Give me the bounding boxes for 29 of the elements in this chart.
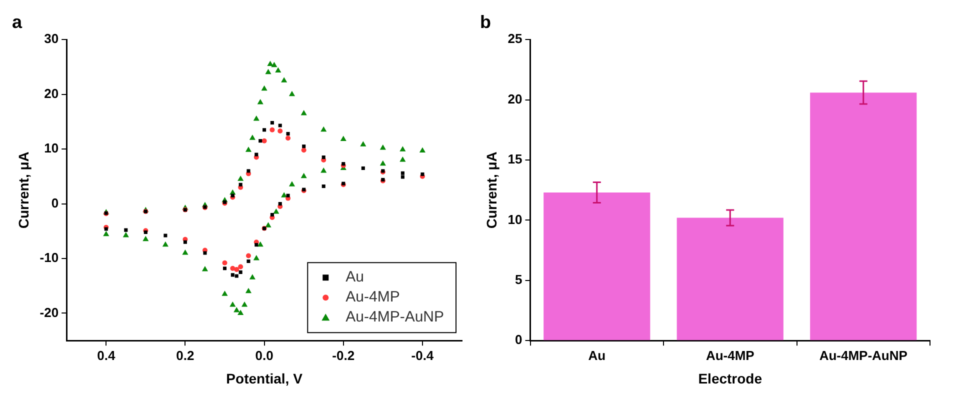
x-tick-label: Au-4MP [706,348,755,363]
y-tick-label: 5 [515,272,522,287]
y-axis-title: Current, μA [15,152,32,229]
y-axis-title: Current, μA [483,152,500,229]
chart-title: b [480,12,491,32]
x-axis-title: Potential, V [226,370,304,386]
y-tick-label: -20 [40,304,59,320]
legend-label: Au-4MP-AuNP [346,308,444,326]
y-tick-label: 15 [508,152,522,167]
legend-label: Au [346,268,364,286]
y-tick-label: -10 [40,250,59,266]
x-tick-label: Au [588,348,606,363]
y-tick-label: 10 [508,212,522,227]
x-tick-label: Au-4MP-AuNP [819,348,908,363]
x-tick-label: -0.2 [332,348,355,363]
y-tick-label: 30 [44,31,59,46]
y-tick-label: 0 [515,332,522,348]
x-axis-title: Electrode [698,370,762,386]
x-tick-label: 0.4 [97,348,116,363]
x-tick-label: -0.4 [411,348,434,363]
y-tick-label: 0 [51,195,59,210]
legend-label: Au-4MP [346,288,400,306]
x-tick-label: 0.2 [176,348,194,363]
x-tick-label: 0.0 [255,348,274,363]
y-tick-label: 20 [508,91,522,106]
chart-title: a [12,12,23,32]
y-tick-label: 20 [44,86,59,101]
y-tick-label: 10 [44,140,59,156]
y-tick-label: 25 [508,31,522,46]
